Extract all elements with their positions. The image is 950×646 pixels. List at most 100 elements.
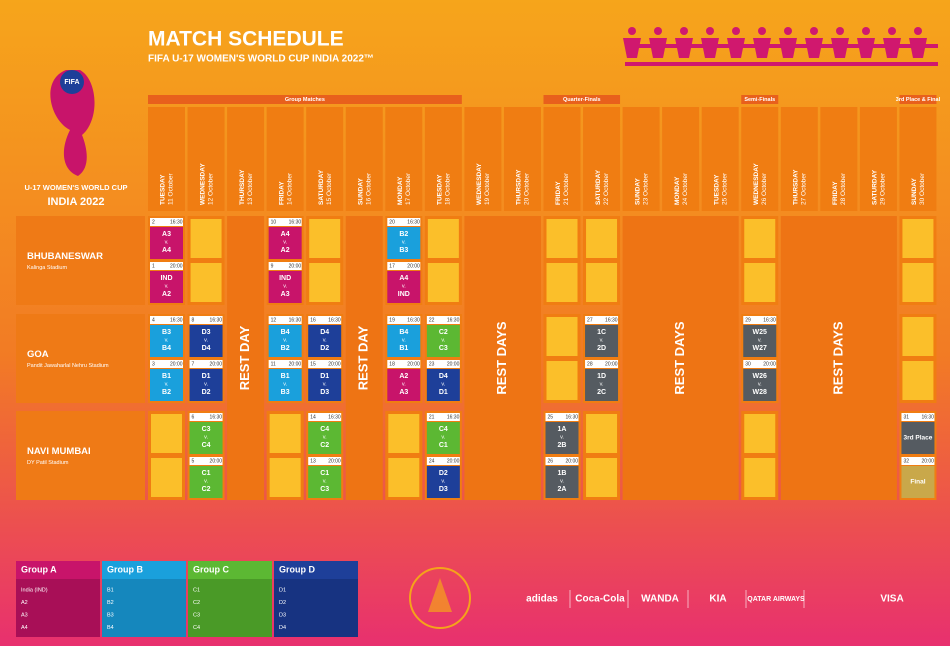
day-header xyxy=(820,107,858,211)
day-date: 19 October xyxy=(484,172,491,205)
team-home: B3 xyxy=(162,329,171,336)
empty-slot xyxy=(744,414,776,453)
day-header xyxy=(503,107,541,211)
figure-head xyxy=(914,27,922,35)
logo-ball xyxy=(60,70,84,94)
versus: v. xyxy=(560,478,564,484)
match-time: 16:30 xyxy=(447,415,460,421)
match-number: 23 xyxy=(429,362,435,368)
team-home: W25 xyxy=(753,329,768,336)
match-box xyxy=(189,422,223,454)
group-header xyxy=(274,561,358,579)
empty-slot xyxy=(902,317,934,356)
versus: v. xyxy=(204,337,208,343)
match-header xyxy=(585,360,619,368)
sponsor: VISA xyxy=(880,594,903,605)
day-date: 15 October xyxy=(326,172,333,205)
match-header xyxy=(743,316,777,324)
match-number: 31 xyxy=(903,415,909,421)
day-date: 27 October xyxy=(801,172,808,205)
match-box xyxy=(150,369,183,401)
empty-slot xyxy=(744,458,776,497)
empty-slot xyxy=(427,219,459,258)
match-number: 15 xyxy=(310,362,316,368)
match-header xyxy=(426,360,460,368)
match-header xyxy=(545,413,579,421)
day-date: 13 October xyxy=(247,172,254,205)
match-time: 16:30 xyxy=(210,318,223,324)
day-weekday: MONDAY xyxy=(674,176,681,205)
venue-stadium: DY Patil Stadium xyxy=(27,460,69,466)
team-home: B2 xyxy=(399,231,408,238)
day-weekday: TUESDAY xyxy=(437,174,444,205)
figure-band xyxy=(625,44,938,48)
day-date: 29 October xyxy=(880,172,887,205)
versus: v. xyxy=(323,381,327,387)
empty-slot xyxy=(546,317,578,356)
team-home: C1 xyxy=(202,470,211,477)
team-away: B3 xyxy=(399,247,408,254)
match-box xyxy=(426,369,460,401)
day-date: 17 October xyxy=(405,172,412,205)
day-header xyxy=(306,107,344,211)
team-away: C3 xyxy=(320,486,329,493)
day-date: 24 October xyxy=(682,172,689,205)
stage-label: 3rd Place & Final xyxy=(896,97,941,103)
match-box xyxy=(387,325,421,357)
day-header xyxy=(424,107,462,211)
decoration xyxy=(623,27,938,66)
venue-stadium: Kalinga Stadium xyxy=(27,265,67,271)
group-team: A3 xyxy=(21,612,28,618)
team-home: C4 xyxy=(439,426,448,433)
match-box xyxy=(189,325,223,357)
rest-column xyxy=(622,216,739,500)
match-header xyxy=(743,360,777,368)
versus: v. xyxy=(204,381,208,387)
match-header xyxy=(545,457,579,465)
sponsor: adidas xyxy=(526,594,558,605)
match-number: 25 xyxy=(548,415,554,421)
empty-slot xyxy=(546,219,578,258)
day-header xyxy=(583,107,621,211)
versus: v. xyxy=(165,239,169,245)
day-date: 21 October xyxy=(563,172,570,205)
versus: v. xyxy=(283,337,287,343)
venue-panel xyxy=(16,411,145,500)
versus: v. xyxy=(283,239,287,245)
match-box xyxy=(189,369,223,401)
group-team: India (IND) xyxy=(21,587,48,593)
versus: v. xyxy=(165,337,169,343)
match-time: 20:00 xyxy=(605,362,618,368)
match-time: 20:00 xyxy=(447,362,460,368)
match-box xyxy=(426,466,460,498)
group-header xyxy=(16,561,100,579)
team-home: D3 xyxy=(202,329,211,336)
match-number: 30 xyxy=(745,362,751,368)
day-date: 18 October xyxy=(445,172,452,205)
match-number: 20 xyxy=(389,220,395,226)
day-weekday: FRIDAY xyxy=(832,181,839,205)
match-header xyxy=(189,457,223,465)
match-number: 17 xyxy=(389,264,395,270)
empty-slot xyxy=(546,361,578,400)
team-home: A3 xyxy=(162,231,171,238)
match-number: 9 xyxy=(271,264,274,270)
team-away: D3 xyxy=(439,486,448,493)
match-time: 20:00 xyxy=(289,362,302,368)
match-number: 1 xyxy=(152,264,155,270)
versus: v. xyxy=(283,381,287,387)
empty-slot xyxy=(151,458,182,497)
match-box xyxy=(901,466,935,498)
versus: v. xyxy=(600,337,604,343)
empty-slot xyxy=(586,414,618,453)
team-away: W28 xyxy=(753,389,768,396)
day-weekday: SUNDAY xyxy=(911,177,918,205)
empty-slot xyxy=(902,361,934,400)
match-box xyxy=(308,369,342,401)
day-header xyxy=(227,107,265,211)
day-header xyxy=(345,107,383,211)
day-weekday: WEDNESDAY xyxy=(199,163,206,205)
match-box xyxy=(268,369,302,401)
day-weekday: WEDNESDAY xyxy=(476,163,483,205)
day-weekday: THURSDAY xyxy=(239,169,246,205)
